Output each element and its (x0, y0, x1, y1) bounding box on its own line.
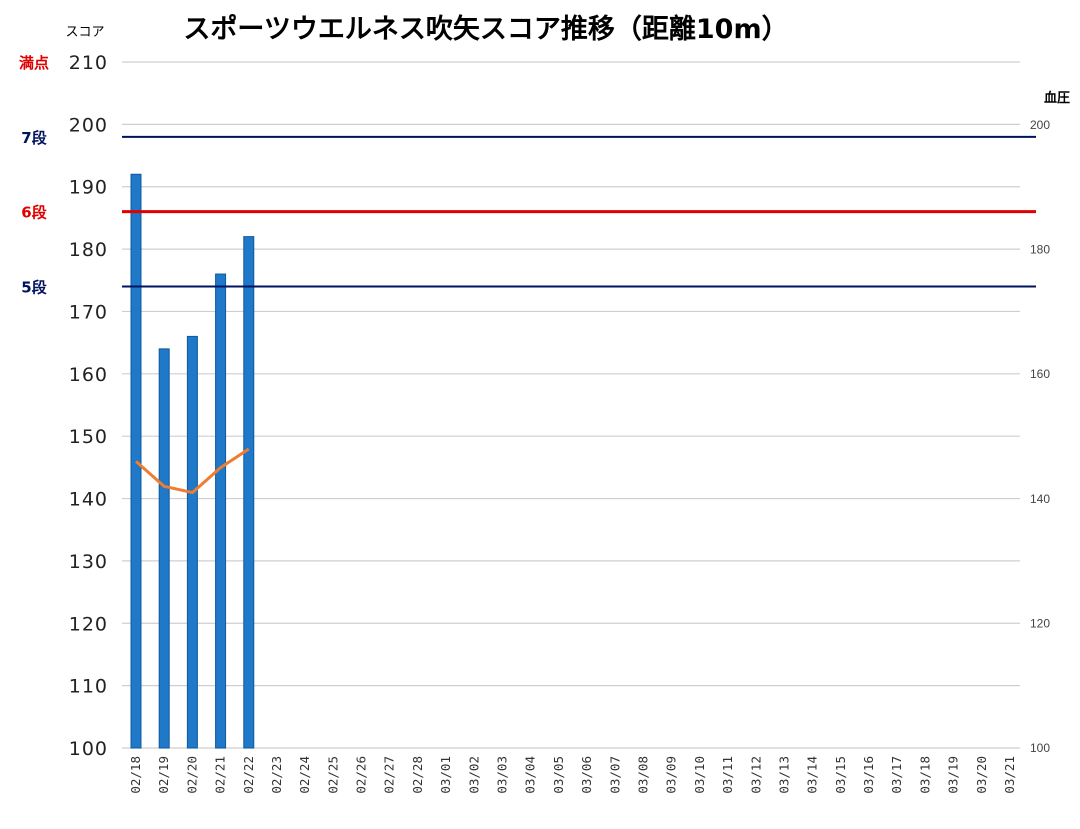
y2-axis-label: 血圧 (1044, 90, 1070, 106)
x-tick-label: 02/28 (410, 756, 425, 794)
x-tick-label: 02/27 (382, 756, 397, 794)
reference-label: 5段 (21, 279, 46, 297)
x-tick-label: 02/23 (269, 756, 284, 794)
bar (243, 236, 255, 749)
x-tick-label: 02/24 (297, 756, 312, 794)
y2-tick-label: 160 (1030, 367, 1050, 381)
x-tick-label: 03/20 (974, 756, 989, 794)
y-tick-label: 150 (69, 426, 108, 448)
x-tick-label: 03/11 (720, 756, 735, 794)
x-tick-label: 03/04 (523, 756, 538, 794)
x-tick-label: 03/18 (917, 756, 932, 794)
x-tick-label: 02/21 (213, 756, 228, 794)
x-tick-label: 03/06 (579, 756, 594, 794)
x-axis-ticks: 02/18 02/19 02/20 02/21 02/22 02/23 02/24 02/25… (128, 756, 1017, 794)
reference-label: 6段 (21, 204, 46, 222)
x-tick-label: 03/07 (607, 756, 622, 794)
x-tick-label: 02/22 (241, 756, 256, 794)
line-series (135, 447, 250, 495)
y-tick-label: 170 (69, 301, 108, 323)
y-tick-label: 140 (69, 489, 108, 511)
x-tick-label: 03/01 (438, 756, 453, 794)
y-tick-label: 180 (69, 239, 108, 261)
x-tick-label: 03/19 (946, 756, 961, 794)
y-tick-label: 120 (69, 613, 108, 635)
y2-tick-label: 140 (1030, 492, 1050, 506)
x-tick-label: 02/26 (354, 756, 369, 794)
y-tick-label: 130 (69, 551, 108, 573)
x-tick-label: 03/16 (861, 756, 876, 794)
bar-series (130, 173, 255, 749)
x-tick-label: 03/05 (551, 756, 566, 794)
x-tick-label: 03/10 (692, 756, 707, 794)
y-tick-label: 210 (69, 52, 108, 74)
y2-tick-label: 100 (1030, 741, 1050, 755)
y-tick-label: 160 (69, 364, 108, 386)
y2-tick-label: 120 (1030, 616, 1050, 630)
x-tick-label: 03/08 (635, 756, 650, 794)
y2-tick-label: 180 (1030, 243, 1050, 257)
x-tick-label: 03/21 (1002, 756, 1017, 794)
reference-label: 7段 (21, 129, 46, 147)
x-tick-label: 03/09 (664, 756, 679, 794)
gridlines (122, 61, 1020, 749)
y-axis-label: スコア (65, 25, 104, 40)
x-tick-label: 03/02 (466, 756, 481, 794)
chart-title: スポーツウエルネス吹矢スコア推移（距離10m） (183, 13, 788, 45)
right-y-axis-ticks: 100 120 140 160 180 200 (1030, 118, 1050, 755)
x-tick-label: 03/12 (748, 756, 763, 794)
y-tick-label: 200 (69, 114, 108, 136)
x-tick-label: 03/03 (495, 756, 510, 794)
x-tick-label: 02/20 (184, 756, 199, 794)
y-tick-label: 110 (69, 676, 108, 698)
x-tick-label: 02/18 (128, 756, 143, 794)
left-y-axis-ticks: 100 110 120 130 140 150 160 170 180 190 200 210 (69, 52, 108, 760)
reference-label: 満点 (19, 54, 49, 72)
y2-tick-label: 200 (1030, 118, 1050, 132)
bar (186, 335, 198, 749)
x-tick-label: 03/17 (889, 756, 904, 794)
reference-labels: 満点 7段 6段 5段 (19, 54, 49, 297)
x-tick-label: 02/19 (156, 756, 171, 794)
x-tick-label: 02/25 (325, 756, 340, 794)
bar (158, 348, 170, 749)
x-tick-label: 03/13 (776, 756, 791, 794)
y-tick-label: 190 (69, 177, 108, 199)
y-tick-label: 100 (69, 738, 108, 760)
bar (215, 273, 227, 749)
reference-lines (122, 135, 1036, 288)
x-tick-label: 03/14 (805, 756, 820, 794)
x-tick-label: 03/15 (833, 756, 848, 794)
bar (130, 173, 142, 749)
